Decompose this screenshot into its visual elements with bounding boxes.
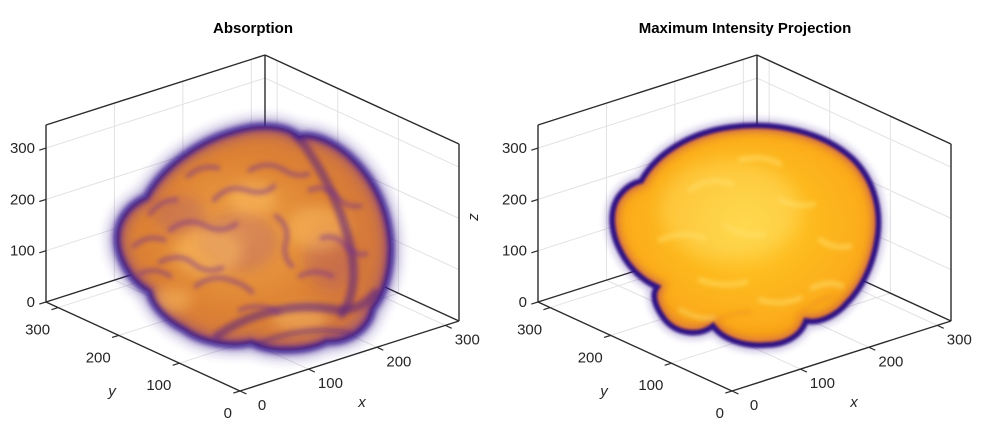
y-tick-label: 200	[86, 349, 111, 366]
z-tick-label: 300	[10, 140, 35, 157]
z-tick-label: 200	[502, 191, 527, 208]
x-tick-label: 0	[258, 397, 266, 414]
x-tick-label: 100	[318, 375, 343, 392]
y-tick-label: 100	[146, 377, 171, 394]
z-tick-label: 0	[27, 294, 35, 311]
x-tick-label: 0	[750, 397, 758, 414]
z-axis-label: z	[465, 213, 482, 222]
x-tick-label: 300	[455, 331, 480, 348]
x-tick-label: 100	[810, 375, 835, 392]
y-tick-label: 0	[716, 405, 724, 422]
tick-marks	[39, 147, 452, 395]
x-axis-label: x	[849, 394, 858, 411]
y-tick-label: 300	[517, 322, 542, 339]
tick-labels: 0 100 200 300 0 100 200 300 0 100 200 300	[10, 140, 480, 422]
y-axis-label: y	[599, 383, 609, 400]
x-tick-label: 200	[386, 353, 411, 370]
y-tick-label: 200	[578, 349, 603, 366]
z-tick-label: 100	[10, 243, 35, 260]
absorption-brain-render	[117, 126, 391, 350]
z-tick-label: 100	[502, 243, 527, 260]
x-tick-label: 200	[878, 353, 903, 370]
panel-title: Absorption	[213, 20, 293, 37]
panel-title: Maximum Intensity Projection	[639, 20, 852, 37]
z-tick-label: 0	[519, 294, 527, 311]
z-tick-label: 200	[10, 191, 35, 208]
y-tick-label: 0	[224, 405, 232, 422]
y-axis-label: y	[107, 383, 117, 400]
z-tick-label: 300	[502, 140, 527, 157]
x-axis-label: x	[357, 394, 366, 411]
y-tick-label: 100	[638, 377, 663, 394]
tick-marks	[531, 147, 944, 395]
mip-brain-render	[612, 125, 879, 345]
tick-labels: 0 100 200 300 0 100 200 300 0 100 200 300	[502, 140, 972, 422]
y-tick-label: 300	[25, 322, 50, 339]
x-tick-label: 300	[947, 331, 972, 348]
